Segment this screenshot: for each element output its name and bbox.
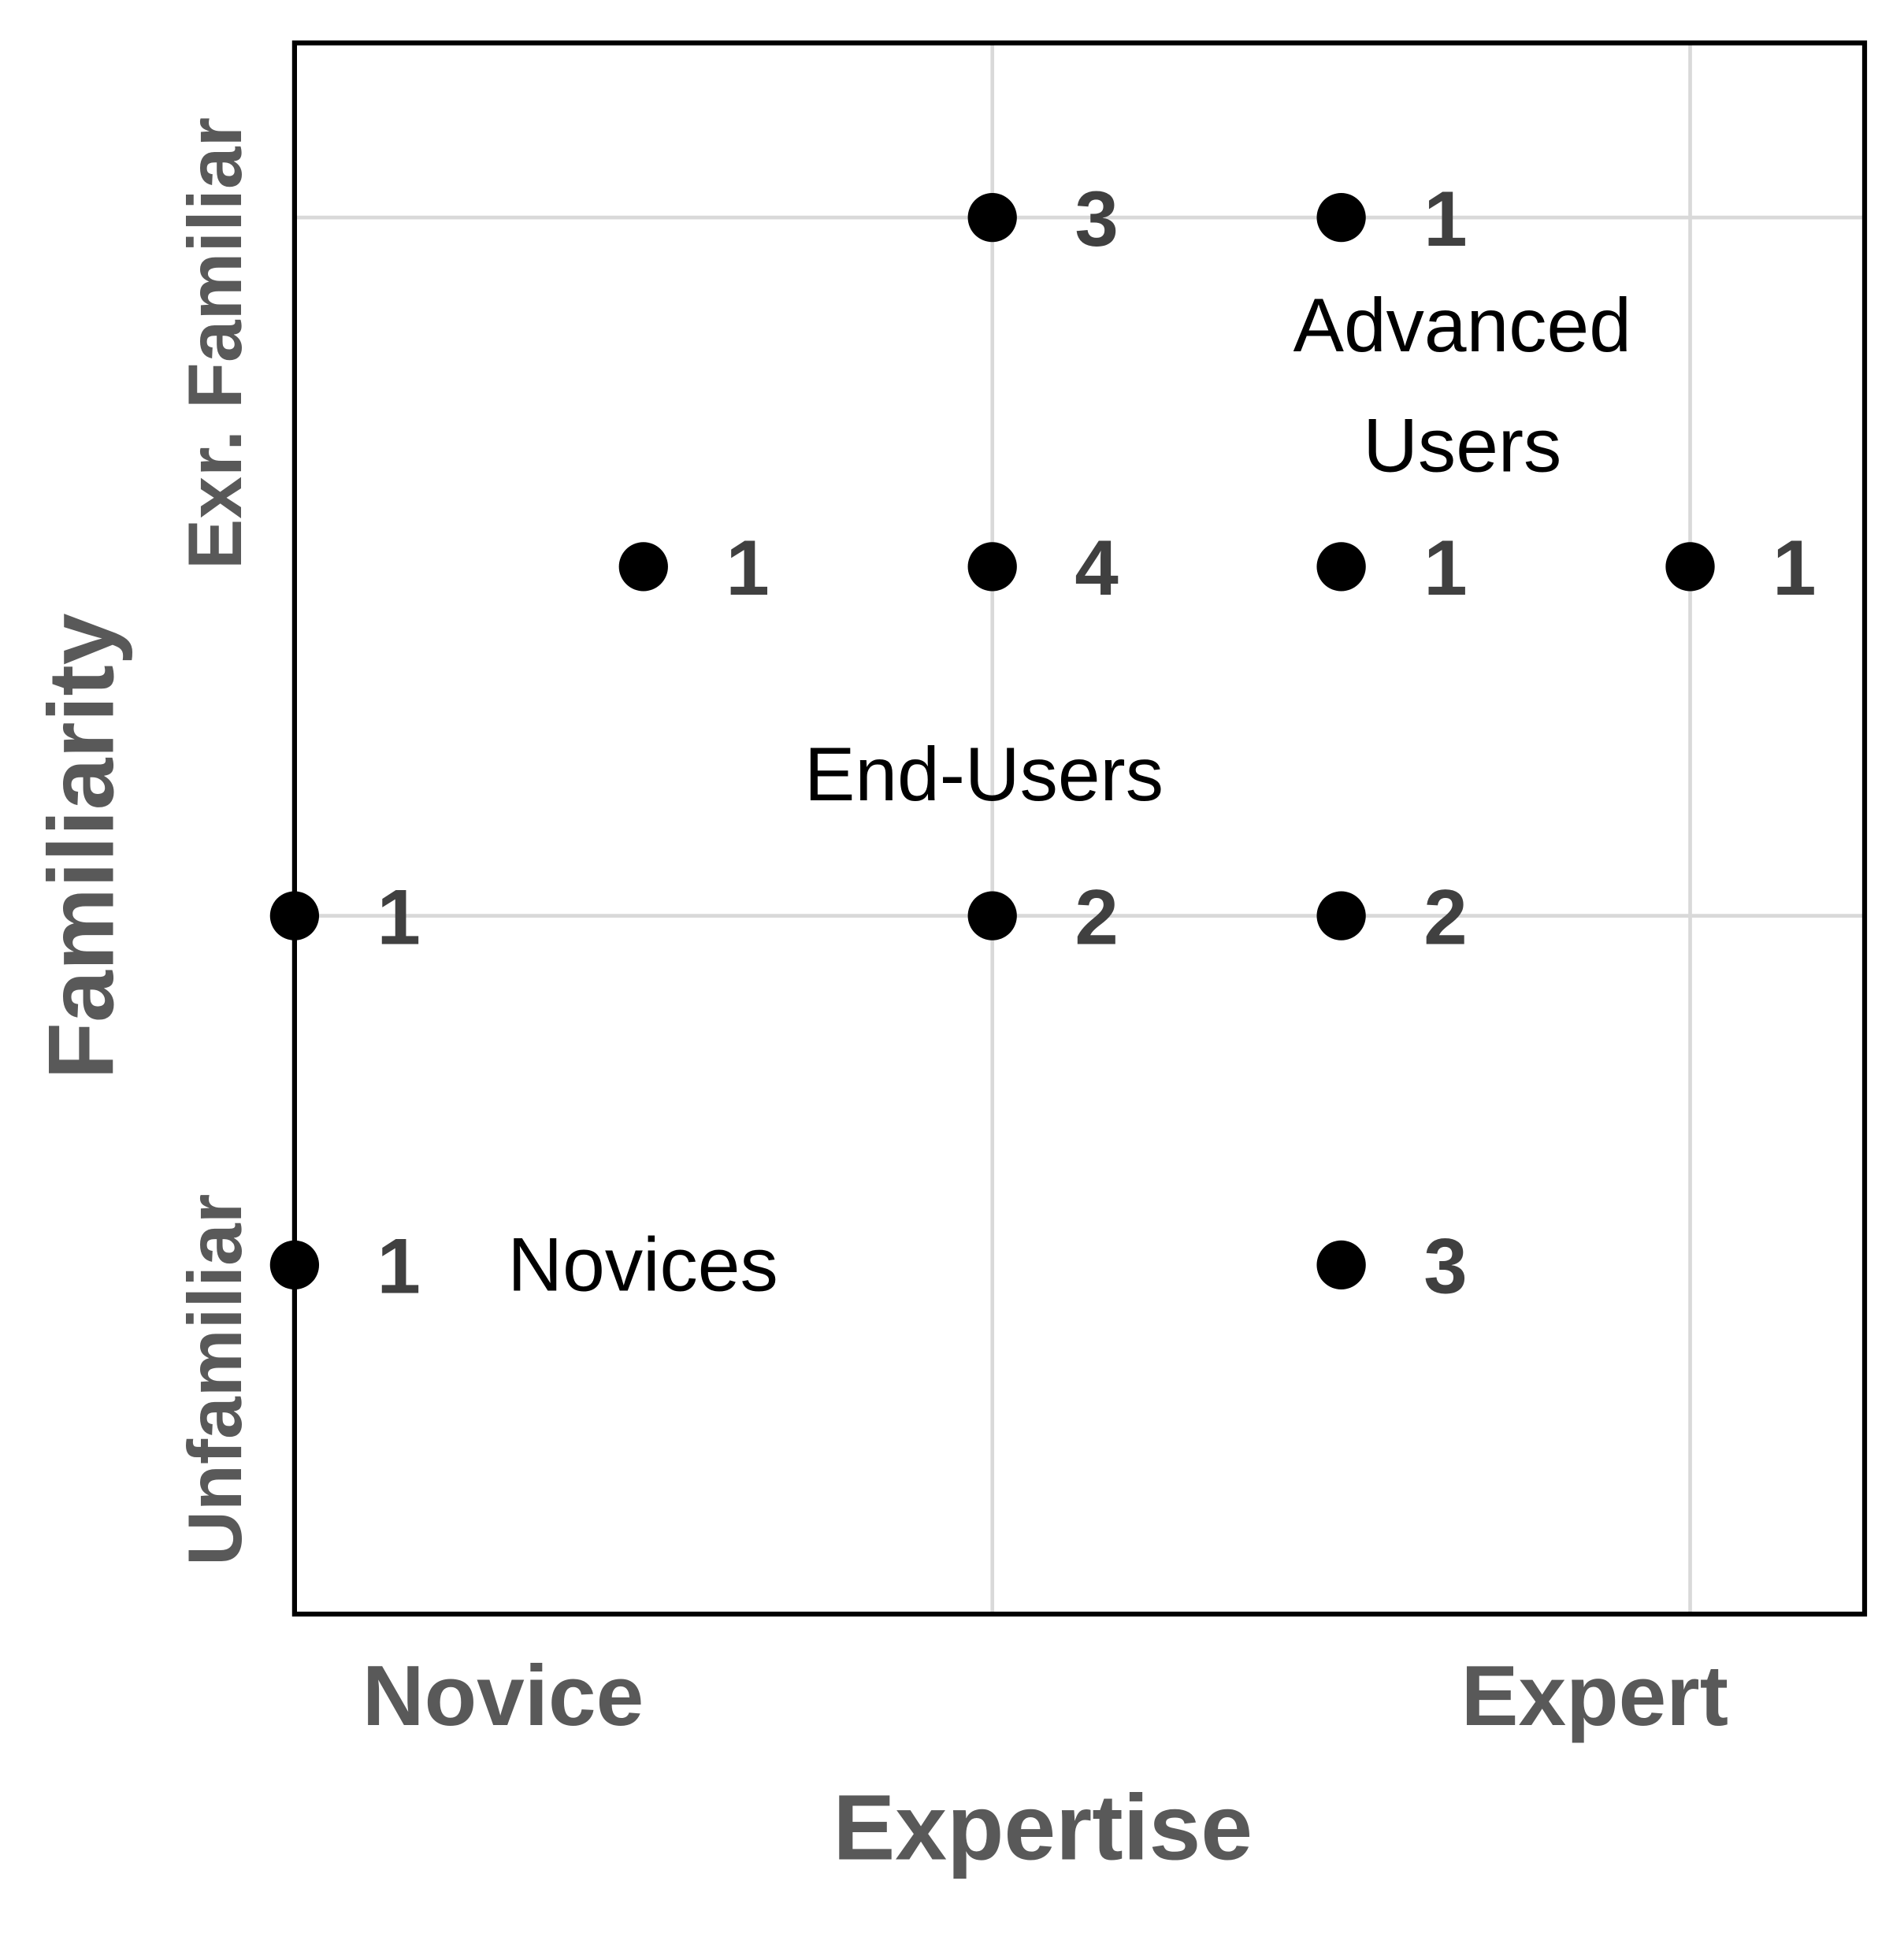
y-end-label: Unfamiliar (173, 1194, 258, 1566)
count-label: 1 (1772, 525, 1816, 612)
point (967, 542, 1017, 592)
region-label: Advanced (1293, 284, 1631, 368)
point (1316, 192, 1366, 243)
count-label: 2 (1423, 874, 1467, 961)
count-label: 1 (377, 1223, 421, 1311)
point (1316, 891, 1366, 941)
plot-frame (291, 40, 1868, 1617)
region-label: Users (1363, 404, 1561, 488)
point (1316, 1240, 1366, 1290)
region-label: End-Users (804, 733, 1164, 817)
point (1665, 542, 1715, 592)
point (967, 192, 1017, 243)
x-axis-title: Expertise (833, 1776, 1253, 1880)
x-end-label: Expert (1461, 1648, 1728, 1744)
point (269, 891, 320, 941)
y-axis-title: Familiarity (30, 613, 134, 1079)
point (618, 542, 668, 592)
point (1316, 542, 1366, 592)
point (967, 891, 1017, 941)
count-label: 1 (726, 525, 769, 612)
count-label: 1 (1423, 525, 1467, 612)
x-end-label: Novice (362, 1648, 644, 1744)
count-label: 2 (1074, 874, 1118, 961)
y-end-label: Exr. Familiar (173, 117, 258, 570)
count-label: 1 (1423, 176, 1467, 263)
count-label: 4 (1074, 525, 1118, 612)
count-label: 3 (1074, 176, 1118, 263)
count-label: 1 (377, 874, 421, 961)
count-label: 3 (1423, 1223, 1467, 1311)
region-label: Novices (507, 1223, 778, 1308)
point (269, 1240, 320, 1290)
